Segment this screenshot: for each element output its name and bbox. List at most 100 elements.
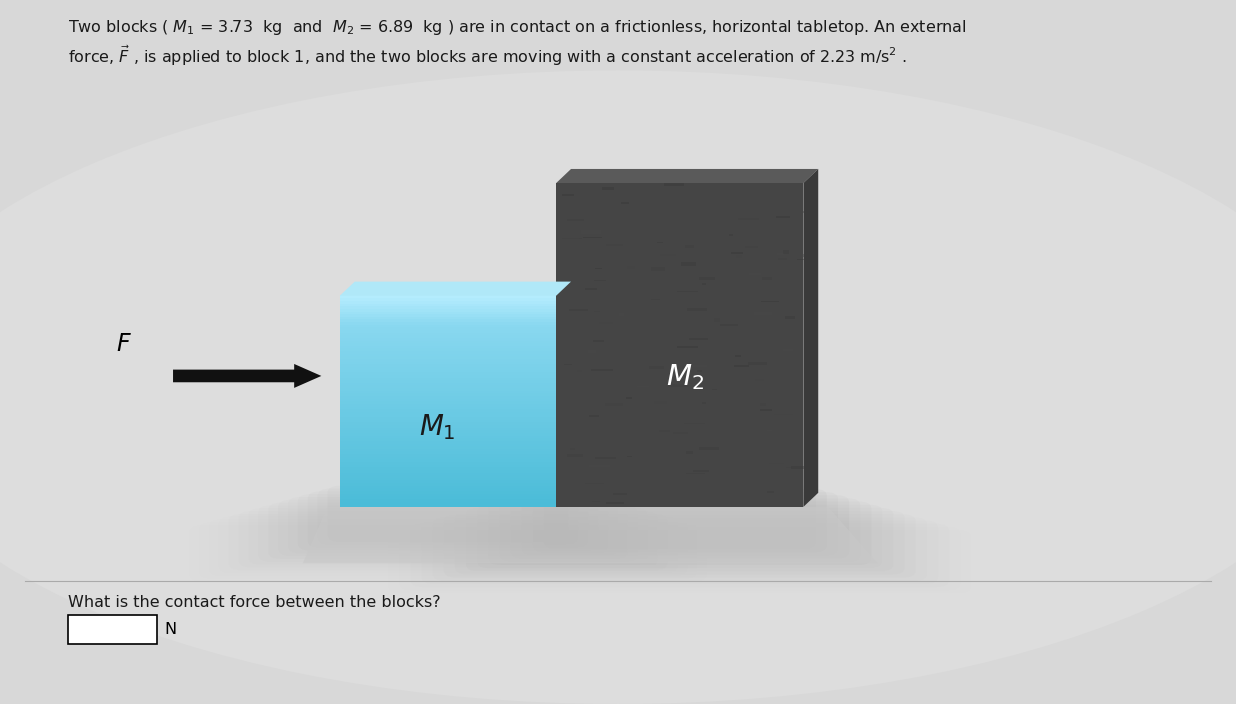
Bar <box>562 194 575 196</box>
Bar <box>604 403 623 406</box>
Bar <box>570 448 575 451</box>
Bar <box>591 369 613 371</box>
Bar <box>768 429 772 431</box>
Bar <box>776 216 790 218</box>
Bar <box>340 485 556 489</box>
Bar <box>340 425 556 427</box>
Bar <box>581 230 601 234</box>
Bar <box>340 298 556 301</box>
Bar <box>700 277 714 280</box>
Bar <box>340 342 556 346</box>
Bar <box>340 334 556 338</box>
Bar <box>340 303 556 306</box>
Bar <box>702 402 706 404</box>
Bar <box>340 498 556 501</box>
Bar <box>340 472 556 475</box>
Bar <box>340 474 556 478</box>
Bar <box>637 382 654 384</box>
Bar <box>763 277 771 280</box>
Bar <box>754 251 770 254</box>
Bar <box>340 345 556 348</box>
Bar <box>713 318 719 322</box>
Bar <box>340 396 556 398</box>
Bar <box>340 427 556 430</box>
Bar <box>340 488 556 491</box>
Bar <box>340 461 556 465</box>
Bar <box>784 251 789 254</box>
Bar <box>745 246 758 248</box>
Bar <box>340 496 556 499</box>
Bar <box>340 348 556 351</box>
Bar <box>791 466 811 468</box>
Bar <box>786 467 792 468</box>
Bar <box>340 340 556 344</box>
Bar <box>660 254 676 256</box>
Text: $F$: $F$ <box>116 332 131 356</box>
Bar <box>340 459 556 462</box>
Bar <box>340 419 556 422</box>
Polygon shape <box>556 169 818 183</box>
Bar <box>735 255 742 258</box>
Bar <box>340 408 556 412</box>
Bar <box>802 254 812 257</box>
Bar <box>583 237 602 238</box>
Text: $M_2$: $M_2$ <box>666 363 703 392</box>
Bar <box>666 432 680 433</box>
Bar <box>685 245 695 248</box>
Bar <box>593 340 604 342</box>
Bar <box>593 279 606 282</box>
Bar <box>794 211 811 213</box>
Bar <box>774 414 792 415</box>
Bar <box>340 490 556 494</box>
Bar <box>340 477 556 480</box>
Bar <box>340 313 556 317</box>
Bar <box>656 242 664 244</box>
Bar <box>627 456 633 457</box>
Bar <box>340 467 556 470</box>
Bar <box>569 309 587 310</box>
Bar <box>798 306 803 309</box>
Bar <box>712 389 717 390</box>
Bar <box>625 397 633 398</box>
Bar <box>340 453 556 457</box>
Bar <box>674 432 687 434</box>
Bar <box>606 244 623 246</box>
Bar <box>782 349 792 351</box>
Bar <box>777 253 785 255</box>
Bar <box>585 288 597 291</box>
FancyBboxPatch shape <box>510 496 849 559</box>
Bar <box>628 266 635 269</box>
Bar <box>638 458 644 460</box>
Bar <box>595 446 609 449</box>
Bar <box>561 238 582 239</box>
Bar <box>721 293 726 296</box>
Bar <box>785 316 795 319</box>
Bar <box>340 464 556 467</box>
Bar <box>729 234 733 236</box>
Bar <box>340 501 556 504</box>
Polygon shape <box>803 169 818 507</box>
Bar <box>564 426 570 429</box>
Bar <box>340 446 556 449</box>
Bar <box>340 321 556 325</box>
Bar <box>700 447 719 450</box>
FancyBboxPatch shape <box>318 489 578 545</box>
FancyBboxPatch shape <box>544 486 816 549</box>
Bar <box>340 432 556 436</box>
Bar <box>717 293 726 296</box>
Bar <box>340 393 556 396</box>
Bar <box>649 366 665 369</box>
Bar <box>340 363 556 367</box>
Bar <box>613 493 627 495</box>
Bar <box>340 387 556 391</box>
Bar <box>564 363 571 365</box>
Bar <box>686 473 705 474</box>
Bar <box>340 482 556 486</box>
Bar <box>340 356 556 359</box>
FancyBboxPatch shape <box>499 498 860 562</box>
Bar <box>719 324 738 327</box>
Bar <box>567 454 583 457</box>
Bar <box>734 356 742 358</box>
FancyBboxPatch shape <box>328 486 569 542</box>
Bar <box>651 298 660 300</box>
